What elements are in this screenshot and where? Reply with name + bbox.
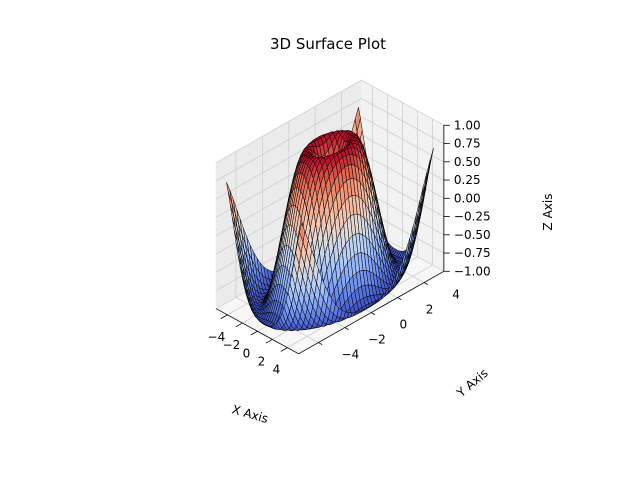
y-tick-label: −2 [368,333,386,347]
y-tick-mark [397,297,402,300]
z-tick-labels: −1.00 −0.75 −0.50 −0.25 0.00 0.25 0.50 0.75 1.00 [443,118,491,278]
z-gridline [216,97,445,182]
y-tick-label: 2 [426,303,434,317]
x-tick-mark [280,347,288,352]
chart-title: 3D Surface Plot [270,35,386,53]
z-gridline [216,79,445,164]
z-tick-label: 1.00 [454,118,481,132]
surface [226,107,434,331]
y-tick-labels: −4 −2 0 2 4 [318,282,460,362]
y-tick-mark [371,312,376,315]
y-tick-label: 0 [399,318,407,332]
y-tick-mark [344,327,349,330]
z-tick-label: −0.75 [454,246,491,260]
z-tick-label: 0.25 [454,173,481,187]
z-tick-label: −1.00 [454,264,491,278]
z-tick-label: 0.50 [454,155,481,169]
y-tick-label: −4 [342,348,360,362]
z-tick-label: −0.50 [454,228,491,242]
y-tick-mark [423,282,428,285]
x-tick-label: 2 [258,354,266,368]
x-tick-label: −4 [208,330,226,344]
x-tick-label: −2 [223,338,241,352]
z-gridline [216,116,445,200]
z-tick-label: −0.25 [454,210,491,224]
x-tick-label: 4 [273,363,281,377]
x-tick-mark [220,314,228,319]
surface-patch [299,223,306,243]
z-tick-label: 0.00 [454,191,481,205]
y-tick-label: 4 [452,288,460,302]
x-tick-label: 0 [243,346,251,360]
z-tick-label: 0.75 [454,137,481,151]
z-axis-label: Z Axis [541,194,555,231]
x-tick-mark [235,322,243,328]
x-tick-mark [265,339,273,344]
x-tick-mark [250,330,258,336]
y-tick-mark [318,342,323,345]
